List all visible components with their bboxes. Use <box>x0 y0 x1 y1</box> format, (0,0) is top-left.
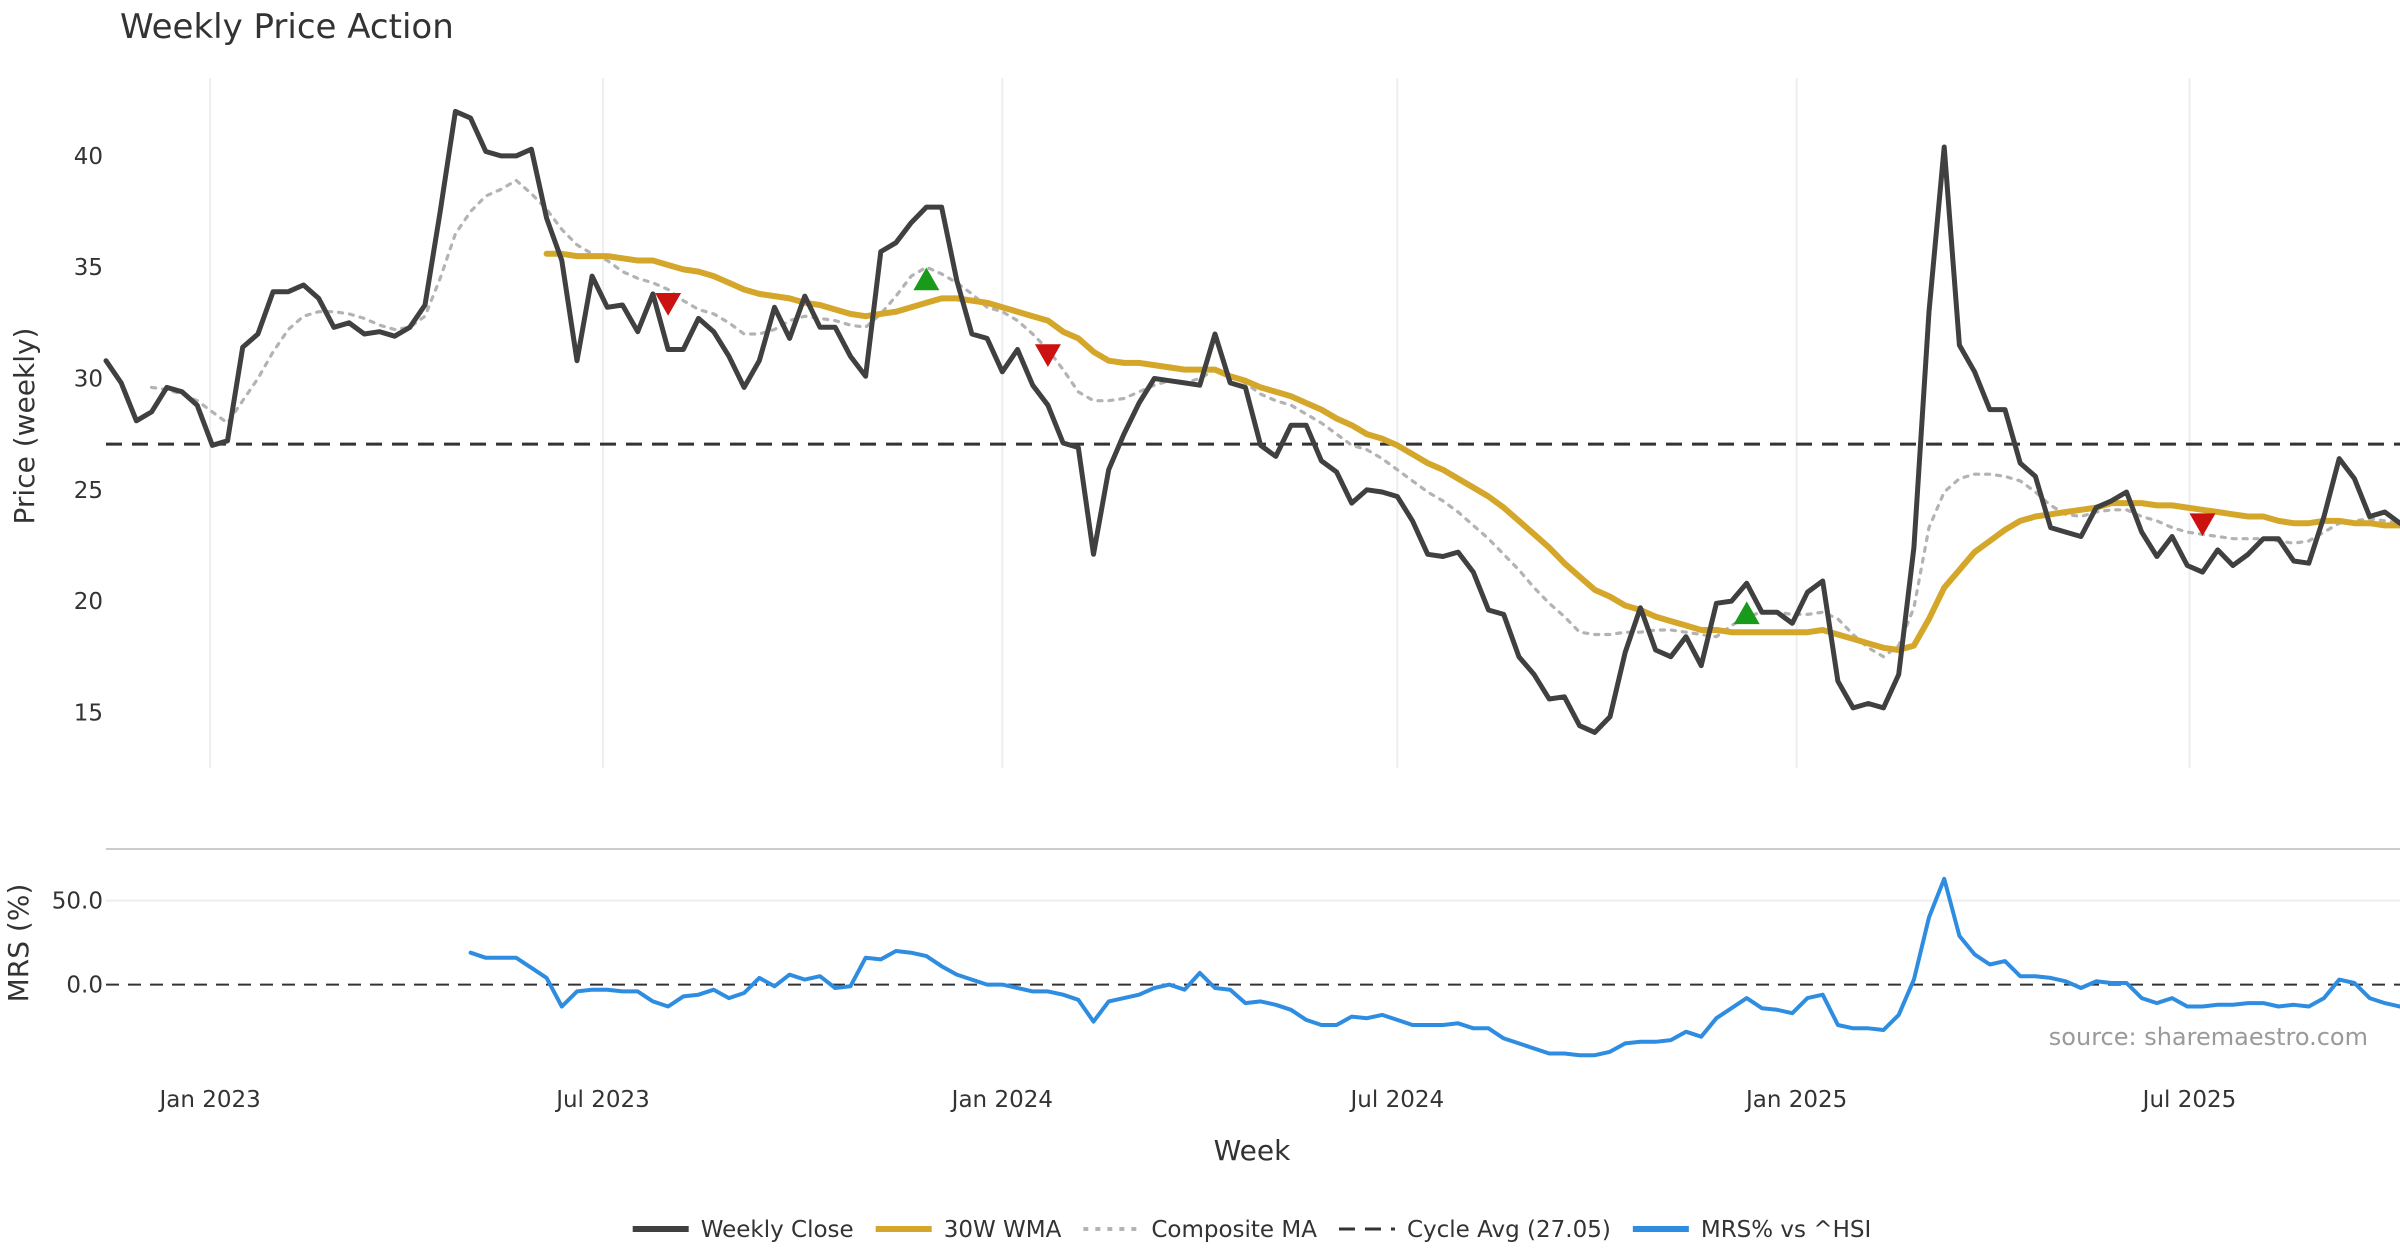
x-tick-label: Jul 2023 <box>554 1087 650 1113</box>
price-axis-ticks: 15 20 25 30 35 40 <box>74 144 103 726</box>
mrs-tick-label: 0.0 <box>66 973 103 999</box>
legend-label: Weekly Close <box>701 1217 854 1243</box>
price-series <box>103 108 2400 735</box>
x-tick-label: Jul 2024 <box>1349 1087 1445 1113</box>
mrs-axis-ticks: 50.0 0.0 <box>52 889 103 999</box>
y-tick-label: 15 <box>74 700 103 726</box>
mrs-vs-hsi-line <box>468 876 2400 1058</box>
y-tick-label: 35 <box>74 255 103 281</box>
weekly-close-line <box>103 108 2400 735</box>
price-axis-title: Price (weekly) <box>8 328 41 525</box>
y-tick-label: 40 <box>74 144 103 170</box>
chart-title: Weekly Price Action <box>120 7 454 47</box>
signal-markers <box>655 267 2216 625</box>
legend-label: Cycle Avg (27.05) <box>1407 1217 1611 1243</box>
y-tick-label: 30 <box>74 366 103 392</box>
date-axis-title: Week <box>1214 1134 1291 1167</box>
source-credit: source: sharemaestro.com <box>2049 1023 2368 1051</box>
legend-label: Composite MA <box>1151 1217 1317 1243</box>
x-tick-label: Jul 2025 <box>2141 1087 2237 1113</box>
mrs-axis-title: MRS (%) <box>2 884 35 1003</box>
price-panel-gridlines <box>209 78 2191 768</box>
composite-ma-line <box>150 178 2400 659</box>
y-tick-label: 20 <box>74 589 103 615</box>
date-axis-ticks: Jan 2023 Jul 2023 Jan 2024 Jul 2024 Jan 2025… <box>158 1087 2237 1113</box>
legend-label: MRS% vs ^HSI <box>1701 1217 1871 1243</box>
x-tick-label: Jan 2024 <box>950 1087 1053 1113</box>
buy-signal-marker <box>913 267 940 291</box>
chart-legend: Weekly Close 30W WMA Composite MA Cycle Avg… <box>632 1217 1871 1243</box>
x-tick-label: Jan 2025 <box>1744 1087 1847 1113</box>
sell-signal-marker <box>655 293 682 316</box>
x-tick-label: Jan 2023 <box>158 1087 261 1113</box>
30w-wma-line <box>543 250 2400 653</box>
legend-label: 30W WMA <box>944 1217 1062 1243</box>
mrs-series <box>468 876 2400 1058</box>
sell-signal-marker <box>2189 513 2216 537</box>
buy-signal-marker <box>1733 601 1760 625</box>
mrs-tick-label: 50.0 <box>52 889 103 915</box>
sell-signal-marker <box>1034 344 1061 367</box>
y-tick-label: 25 <box>74 478 103 504</box>
